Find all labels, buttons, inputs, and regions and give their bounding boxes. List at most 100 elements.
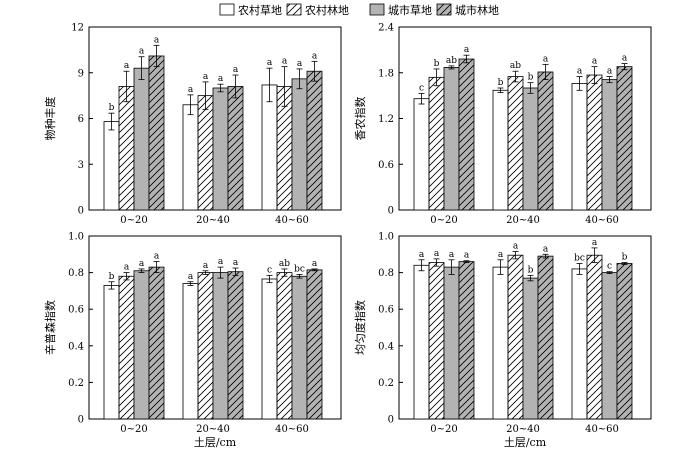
significance-label: a — [592, 238, 598, 248]
significance-label: a — [297, 59, 303, 69]
bar — [522, 277, 539, 420]
y-tick-label: 0.8 — [378, 268, 394, 279]
bar — [413, 98, 430, 211]
y-tick-label: 0.4 — [378, 341, 394, 352]
bar — [306, 70, 323, 211]
y-tick-label: 0.8 — [68, 268, 84, 279]
x-tick-label: 40~60 — [275, 424, 309, 435]
y-tick-label: 3 — [78, 160, 84, 171]
legend-item-0: 农村草地 — [219, 3, 282, 17]
y-axis-label: 辛普森指数 — [43, 300, 57, 355]
bar — [443, 67, 460, 211]
y-tick-label: 0.2 — [378, 378, 394, 389]
x-tick-label: 0~20 — [120, 424, 147, 435]
legend-item-2: 城市草地 — [369, 3, 432, 17]
bar — [428, 262, 445, 420]
y-tick-label: 1.0 — [68, 232, 84, 243]
y-tick-label: 0 — [388, 206, 394, 217]
y-tick-label: 0.4 — [68, 341, 84, 352]
x-tick-label: 0~20 — [430, 215, 457, 226]
bar — [522, 87, 539, 211]
x-tick-label: 40~60 — [585, 215, 619, 226]
bar — [261, 278, 278, 420]
x-tick-label: 20~40 — [506, 215, 540, 226]
bar — [197, 272, 214, 420]
x-tick-label: 40~60 — [275, 215, 309, 226]
y-axis-label: 均匀度指数 — [353, 300, 367, 355]
significance-label: bc — [574, 253, 585, 263]
significance-label: ab — [446, 56, 457, 66]
bar — [103, 121, 120, 211]
bar — [601, 79, 618, 211]
bar — [428, 76, 445, 211]
bar — [586, 254, 603, 420]
significance-label: a — [233, 65, 239, 75]
legend-swatch — [436, 3, 452, 16]
bar — [148, 55, 165, 211]
significance-label: c — [419, 83, 424, 93]
bar — [601, 272, 618, 420]
y-tick-label: 0 — [388, 415, 394, 426]
x-axis-label-left: 土层/cm — [194, 436, 237, 449]
legend-swatch — [369, 3, 385, 16]
significance-label: a — [419, 250, 425, 260]
significance-label: a — [124, 263, 130, 273]
significance-label: a — [312, 259, 318, 269]
significance-label: a — [267, 58, 273, 68]
legend-item-3: 城市林地 — [436, 3, 499, 17]
bar — [586, 74, 603, 211]
bar — [616, 66, 633, 211]
bar — [227, 271, 244, 420]
bar — [182, 104, 199, 211]
significance-label: a — [139, 47, 145, 57]
bar — [306, 269, 323, 420]
significance-label: a — [218, 257, 224, 267]
bar — [103, 285, 120, 420]
bar — [197, 95, 214, 211]
significance-label: a — [464, 251, 470, 261]
x-tick-label: 40~60 — [585, 424, 619, 435]
significance-label: a — [154, 252, 160, 262]
y-tick-label: 6 — [78, 114, 84, 125]
bar — [507, 254, 524, 420]
significance-label: a — [434, 249, 440, 259]
bar — [212, 87, 229, 211]
y-tick-label: 0.6 — [378, 305, 394, 316]
x-tick-label: 0~20 — [120, 215, 147, 226]
bar — [492, 89, 509, 211]
legend-item-1: 农村林地 — [286, 3, 349, 17]
y-tick-label: 1.2 — [378, 114, 394, 125]
y-tick-label: 0 — [78, 206, 84, 217]
significance-label: a — [543, 244, 549, 254]
significance-label: a — [139, 259, 145, 269]
significance-label: a — [188, 85, 194, 95]
significance-label: b — [109, 272, 115, 282]
significance-label: a — [282, 57, 288, 67]
significance-label: a — [592, 57, 598, 67]
significance-label: a — [124, 61, 130, 71]
bar — [291, 78, 308, 211]
legend: 农村草地 农村林地 城市草地 城市林地 — [219, 3, 499, 17]
bar — [571, 268, 588, 420]
x-axis-label-right: 土层/cm — [504, 436, 547, 449]
legend-label: 农村林地 — [305, 3, 349, 17]
significance-label: a — [218, 74, 224, 84]
bar — [261, 84, 278, 211]
y-tick-label: 1.0 — [378, 232, 394, 243]
significance-label: b — [434, 59, 440, 69]
bar — [537, 255, 554, 420]
bar — [118, 86, 135, 211]
y-tick-label: 1.8 — [378, 68, 394, 79]
y-tick-label: 0.2 — [68, 378, 84, 389]
y-tick-label: 0.6 — [68, 305, 84, 316]
y-axis-label: 物种丰度 — [43, 97, 57, 141]
significance-label: a — [203, 261, 209, 271]
bar — [133, 270, 150, 420]
significance-label: b — [528, 265, 534, 275]
bar — [276, 272, 293, 420]
bar — [148, 266, 165, 420]
bar — [227, 86, 244, 211]
x-tick-label: 0~20 — [430, 424, 457, 435]
